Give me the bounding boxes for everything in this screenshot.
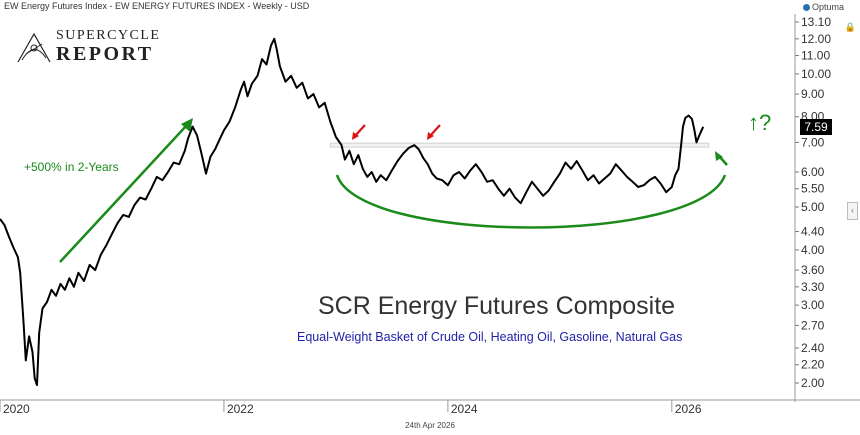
red-arrow-1 [354,124,366,137]
optuma-logo-icon [802,4,810,11]
last-value-label: 7.59 [800,119,832,135]
growth-annotation: +500% in 2-Years [24,160,119,174]
axis-scroll-button[interactable]: ‹ [847,202,858,220]
y-tick-label: 3.30 [801,280,825,294]
breakout-question-annotation: ↑? [748,110,772,135]
x-tick-label: 2022 [227,402,254,416]
y-tick-label: 5.00 [801,200,825,214]
supercycle-logo-icon [17,32,51,63]
breakout-arrow-head [715,151,723,161]
footer-date: 24th Apr 2026 [405,421,455,430]
chart-title: SCR Energy Futures Composite [318,292,676,320]
resistance-line [329,142,710,148]
y-tick-label: 11.00 [801,49,830,63]
x-tick-label: 2024 [451,402,478,416]
y-tick-label: 13.10 [801,15,831,29]
x-tick-label: 2020 [3,402,30,416]
logo-line-1: SUPERCYCLE [56,28,161,43]
logo-line-2: REPORT [56,43,154,65]
x-tick-label: 2026 [675,402,702,416]
optuma-brand-label: Optuma [811,2,844,12]
y-tick-label: 12.00 [801,32,831,46]
y-tick-label: 3.60 [801,263,825,277]
series-line [0,37,705,386]
red-arrow-1-head [352,132,359,140]
resistance-band [329,142,710,148]
y-tick-label: 3.00 [801,298,825,312]
y-tick-label: 10.00 [801,67,831,81]
rounding-bottom-arc [335,174,727,229]
annotation-overlay [59,118,728,263]
y-axis: 13.1012.0011.0010.009.008.007.006.005.50… [794,14,831,402]
y-tick-label: 2.70 [801,318,825,332]
y-tick-label: 9.00 [801,87,825,101]
chart-subtitle: Equal-Weight Basket of Crude Oil, Heatin… [297,330,683,344]
y-tick-label: 2.20 [801,358,825,372]
y-tick-label: 2.40 [801,341,825,355]
y-tick-label: 4.40 [801,225,825,239]
y-tick-label: 2.00 [801,376,825,390]
chart-header-title: EW Energy Futures Index - EW ENERGY FUTU… [4,1,310,11]
lock-icon[interactable]: 🔒 [844,22,856,32]
y-tick-label: 6.00 [801,165,825,179]
x-axis: 2020 2022 2024 2026 [0,399,860,416]
growth-arrow-shaft [59,124,188,263]
y-tick-label: 7.00 [801,135,825,149]
optuma-brand: Optuma [802,2,844,12]
y-tick-label: 4.00 [801,243,825,257]
y-tick-label: 5.50 [801,182,825,196]
price-line-layer [0,37,705,386]
red-arrow-2-head [427,132,434,140]
red-arrow-2 [429,124,441,137]
growth-arrow-head [181,118,193,132]
